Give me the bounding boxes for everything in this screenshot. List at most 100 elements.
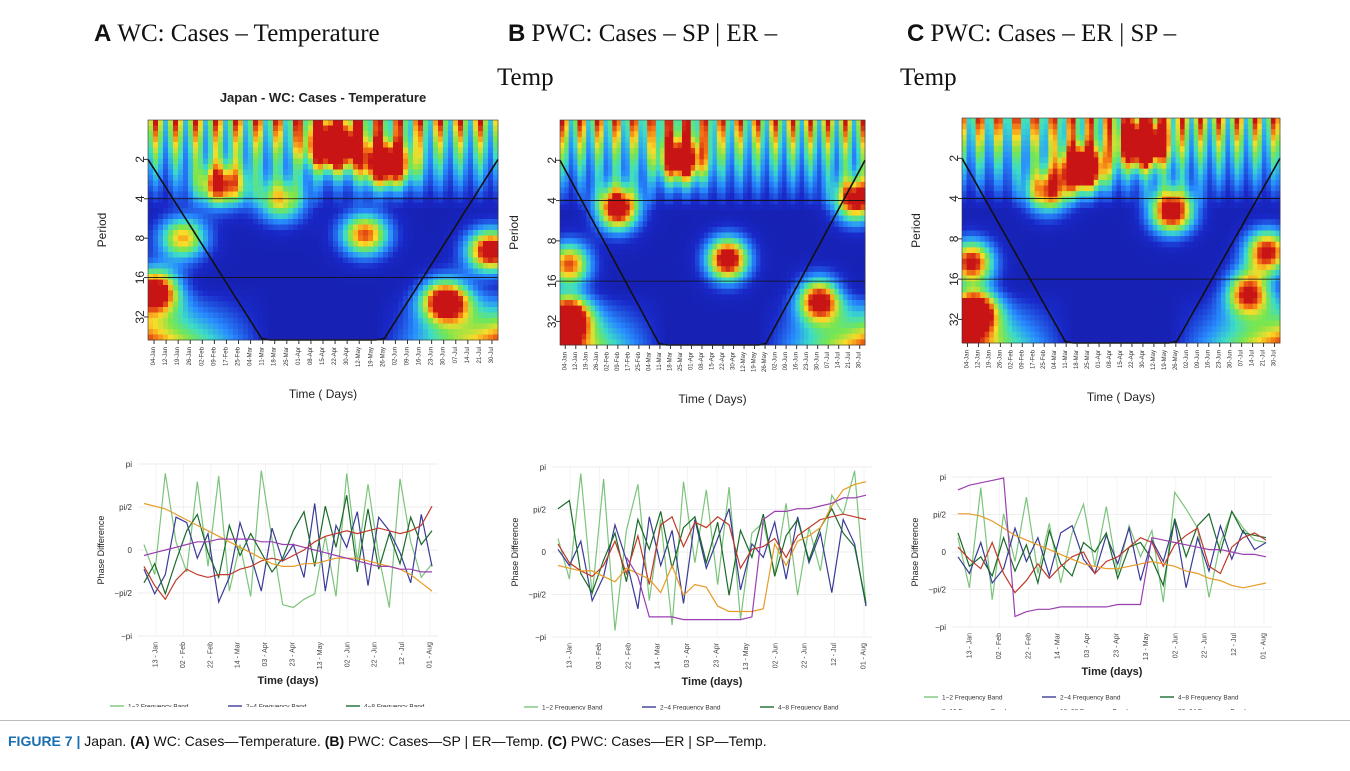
heatmap-cell (438, 191, 444, 198)
heatmap-cell (634, 153, 639, 160)
heatmap-cell (433, 268, 439, 275)
heatmap-cell (168, 175, 174, 181)
heatmap-cell (629, 215, 635, 222)
heatmap-cell (473, 334, 479, 341)
heatmap-cell (568, 255, 574, 262)
heatmap-cell (223, 312, 229, 319)
heatmap-cell (458, 219, 464, 225)
heatmap-cell (268, 142, 274, 148)
heatmap-cell (158, 307, 164, 313)
heatmap-cell (725, 215, 731, 222)
heatmap-cell (388, 263, 394, 269)
heatmap-cell (483, 307, 489, 313)
heatmap-cell (488, 158, 494, 165)
heatmap-cell (308, 153, 314, 159)
heatmap-cell (860, 221, 866, 228)
heatmap-cell (488, 301, 494, 308)
heatmap-cell (388, 312, 394, 319)
heatmap-cell (313, 175, 319, 181)
heatmap-cell (651, 260, 657, 267)
heatmap-cell (651, 176, 657, 183)
heatmap-cell (273, 274, 279, 280)
heatmap-cell (228, 158, 234, 165)
heatmap-cell (764, 176, 770, 183)
heatmap-cell (358, 186, 364, 192)
heatmap-cell (178, 307, 184, 313)
heatmap-cell (363, 191, 369, 198)
heatmap-cell (625, 181, 631, 188)
heatmap-cell (817, 198, 822, 205)
heatmap-cell (403, 169, 409, 176)
heatmap-cell (448, 219, 454, 225)
heatmap-cell (790, 210, 796, 217)
heatmap-cell (453, 334, 459, 341)
heatmap-cell (203, 301, 209, 308)
heatmap-cell (243, 257, 249, 264)
heatmap-cell (851, 148, 857, 155)
heatmap-cell (258, 158, 264, 165)
heatmap-cell (413, 202, 419, 209)
heatmap-cell (838, 198, 844, 205)
heatmap-cell (621, 255, 626, 262)
heatmap-cell (448, 307, 454, 313)
heatmap-cell (233, 191, 239, 198)
heatmap-cell (834, 176, 840, 183)
heatmap-cell (655, 170, 661, 177)
heatmap-cell (188, 279, 194, 286)
heatmap-cell (383, 307, 389, 313)
heatmap-cell (708, 255, 713, 262)
heatmap-cell (616, 249, 622, 256)
heatmap-cell (647, 153, 652, 160)
heatmap-cell (817, 271, 822, 278)
heatmap-cell (560, 288, 565, 295)
heatmap-cell (378, 334, 384, 341)
heatmap-cell (668, 159, 674, 166)
heatmap-cell (478, 125, 484, 132)
heatmap-cell (782, 165, 787, 172)
heatmap-cell (677, 198, 683, 205)
heatmap-cell (443, 224, 449, 231)
heatmap-cell (830, 221, 835, 228)
heatmap-cell (790, 120, 796, 127)
heatmap-cell (769, 187, 774, 194)
heatmap-cell (616, 142, 622, 149)
heatmap-cell (655, 187, 661, 194)
heatmap-cell (158, 131, 164, 137)
heatmap-cell (238, 334, 244, 341)
heatmap-cell (473, 175, 479, 181)
heatmap-cell (183, 197, 189, 203)
heatmap-cell (333, 279, 339, 286)
heatmap-cell (238, 186, 244, 192)
heatmap-cell (353, 334, 359, 341)
heatmap-cell (288, 158, 294, 165)
heatmap-cell (493, 169, 499, 176)
heatmap-cell (188, 268, 194, 275)
heatmap-cell (193, 318, 199, 324)
heatmap-cell (258, 153, 264, 159)
heatmap-cell (760, 277, 766, 284)
heatmap-cell (308, 290, 314, 297)
heatmap-cell (847, 159, 853, 166)
heatmap-cell (812, 193, 818, 200)
heatmap-cell (790, 198, 796, 205)
heatmap-cell (343, 164, 349, 170)
heatmap-cell (318, 235, 324, 242)
heatmap-cell (203, 153, 209, 159)
heatmap-cell (616, 131, 622, 138)
heatmap-cell (358, 296, 364, 302)
heatmap-cell (734, 125, 740, 132)
heatmap-cell (298, 142, 304, 148)
heatmap-cell (263, 120, 269, 126)
heatmap-cell (378, 197, 384, 203)
heatmap-cell (830, 136, 835, 143)
heatmap-cell (318, 224, 324, 231)
heatmap-cell (860, 271, 866, 278)
heatmap-cell (318, 279, 324, 286)
heatmap-cell (712, 165, 718, 172)
heatmap-cell (153, 235, 159, 242)
heatmap-cell (148, 125, 154, 132)
heatmap-cell (573, 193, 578, 200)
heatmap-cell (183, 186, 189, 192)
heatmap-cell (283, 197, 289, 203)
heatmap-cell (716, 271, 722, 278)
